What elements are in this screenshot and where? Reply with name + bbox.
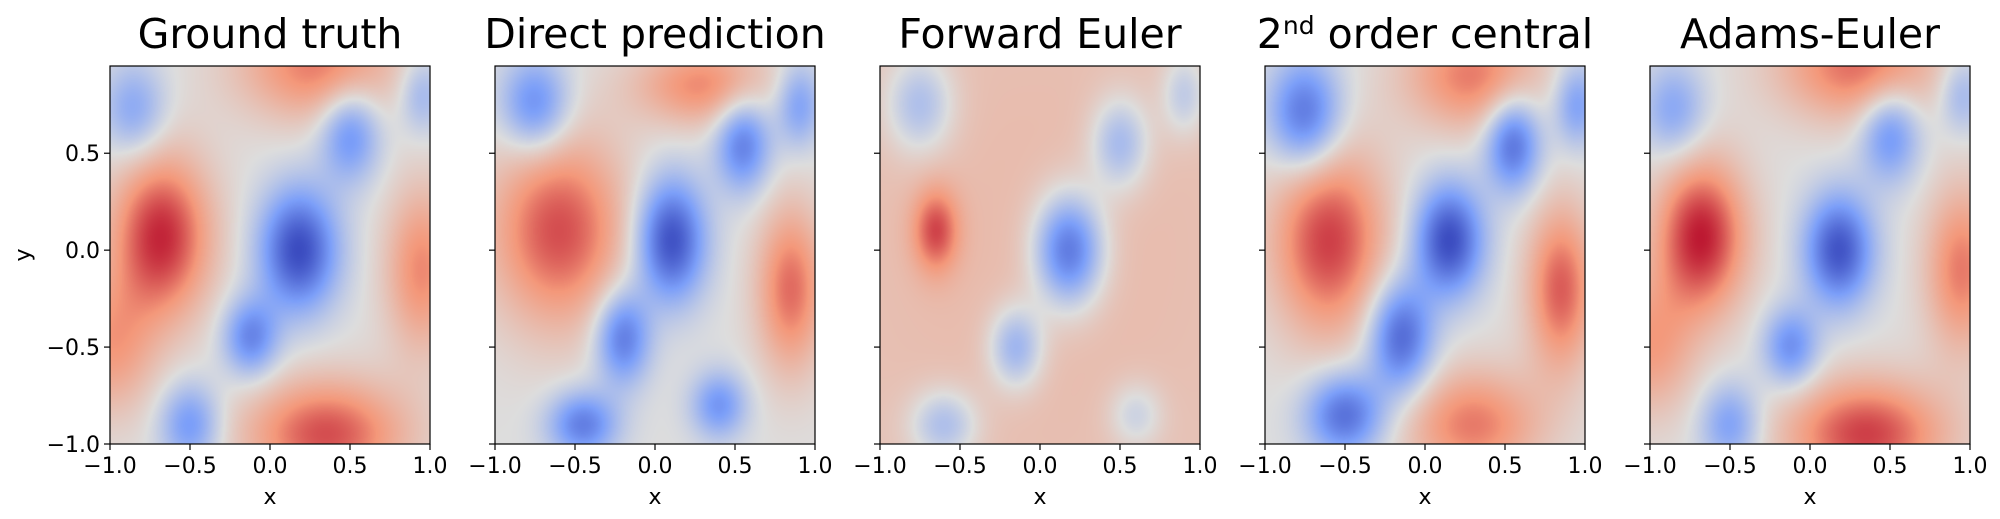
- heatmap-field: [110, 66, 430, 444]
- x-axis: −1.0 −0.5 0.0 0.5 1.0: [853, 444, 1218, 479]
- x-axis: −1.0 −0.5 0.0 0.5 1.0: [83, 444, 448, 479]
- y-axis: [1259, 152, 1265, 445]
- y-tick-label: 0.0: [65, 239, 100, 264]
- x-tick-label: −0.5: [548, 454, 601, 479]
- x-tick-label: 0.5: [1103, 454, 1138, 479]
- panel-title: Adams-Euler: [1680, 10, 1940, 58]
- x-tick-label: −0.5: [163, 454, 216, 479]
- x-tick-label: −0.5: [1703, 454, 1756, 479]
- heatmap-field: [495, 66, 815, 444]
- x-tick-label: 0.0: [1023, 454, 1058, 479]
- panel-forward-euler: Forward Euler −1.0 −0.5 0.0 0.5 1.0 x: [853, 10, 1217, 510]
- title-superscript: nd: [1283, 11, 1315, 40]
- x-tick-label: −1.0: [83, 454, 136, 479]
- panel-2nd-order-central: 2nd order central −1.0 −0.5 0.0 0.5 1.0 x: [1238, 10, 1602, 510]
- x-tick-label: 1.0: [1953, 454, 1988, 479]
- heatmap-field: [880, 66, 1200, 444]
- x-tick-label: 0.0: [1408, 454, 1443, 479]
- y-axis: [1644, 152, 1650, 445]
- x-axis-label: x: [648, 485, 661, 510]
- panel-title: Direct prediction: [484, 10, 826, 58]
- x-tick-label: −1.0: [468, 454, 521, 479]
- x-axis: −1.0 −0.5 0.0 0.5 1.0: [1238, 444, 1603, 479]
- x-tick-label: 1.0: [1183, 454, 1218, 479]
- title-rest: order central: [1315, 10, 1594, 58]
- heatmap-field: [1650, 66, 1970, 444]
- x-tick-label: 1.0: [1568, 454, 1603, 479]
- y-axis: −1.0 −0.5 0.0 0.5: [47, 142, 110, 458]
- y-tick-label: 0.5: [65, 142, 100, 167]
- y-tick-label: −1.0: [47, 433, 100, 458]
- panel-direct-prediction: Direct prediction −1.0 −0.5 0.0 0.5 1.0 x: [468, 10, 832, 510]
- x-tick-label: 0.0: [638, 454, 673, 479]
- x-tick-label: −1.0: [853, 454, 906, 479]
- x-axis-label: x: [1033, 485, 1046, 510]
- y-tick-label: −0.5: [47, 336, 100, 361]
- x-axis-label: x: [1418, 485, 1431, 510]
- x-axis-label: x: [263, 485, 276, 510]
- x-axis: −1.0 −0.5 0.0 0.5 1.0: [1623, 444, 1988, 479]
- x-axis-label: x: [1803, 485, 1816, 510]
- x-tick-label: 0.5: [1873, 454, 1908, 479]
- x-tick-label: −0.5: [933, 454, 986, 479]
- panel-title: Ground truth: [138, 10, 403, 58]
- x-tick-label: 0.0: [253, 454, 288, 479]
- panel-title: 2nd order central: [1257, 10, 1593, 58]
- panel-title: Forward Euler: [898, 10, 1181, 58]
- x-tick-label: −0.5: [1318, 454, 1371, 479]
- title-base: 2: [1257, 10, 1283, 58]
- x-tick-label: 0.5: [1488, 454, 1523, 479]
- y-axis-label: y: [11, 248, 36, 261]
- panel-adams-euler: Adams-Euler −1.0 −0.5 0.0 0.5 1.0 x: [1623, 10, 1987, 510]
- x-tick-label: 0.0: [1793, 454, 1828, 479]
- x-tick-label: 1.0: [413, 454, 448, 479]
- panel-ground-truth: Ground truth −1.0 −0.5 0.0 0.5 1.0 −1.0 −0.5 0…: [11, 10, 448, 510]
- x-tick-label: 1.0: [798, 454, 833, 479]
- y-axis: [874, 152, 880, 445]
- x-axis: −1.0 −0.5 0.0 0.5 1.0: [468, 444, 833, 479]
- x-tick-label: −1.0: [1238, 454, 1291, 479]
- heatmap-field: [1265, 66, 1585, 444]
- x-tick-label: −1.0: [1623, 454, 1676, 479]
- x-tick-label: 0.5: [718, 454, 753, 479]
- x-tick-label: 0.5: [333, 454, 368, 479]
- y-axis: [489, 152, 495, 445]
